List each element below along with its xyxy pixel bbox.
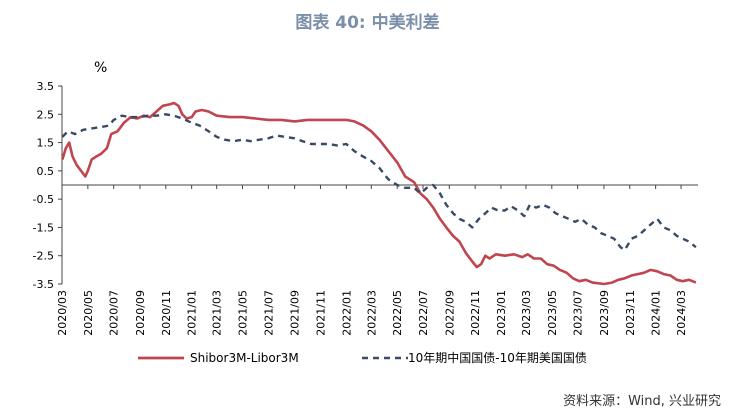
x-tick-label: 2021/05 [237, 290, 250, 336]
x-tick-label: 2024/01 [650, 290, 663, 336]
x-tick-label: 2020/07 [108, 290, 121, 336]
x-tick-label: 2022/01 [340, 290, 353, 336]
legend-label-0: Shibor3M-Libor3M [190, 351, 299, 365]
y-tick-label: 1.5 [37, 137, 55, 150]
y-tick-label: -2.5 [33, 250, 54, 263]
x-tick-label: 2024/03 [675, 290, 688, 336]
y-tick-label: 3.5 [37, 80, 55, 93]
x-tick-label: 2023/07 [572, 290, 585, 336]
legend: Shibor3M-Libor3M 10年期中国国债-10年期美国国债 [138, 350, 587, 365]
x-tick-label: 2021/11 [314, 290, 327, 336]
x-tick-label: 2022/03 [365, 290, 378, 336]
x-tick-label: 2022/09 [443, 290, 456, 336]
x-tick-label: 2020/11 [160, 290, 173, 336]
x-tick-label: 2020/09 [134, 290, 147, 336]
x-tick-label: 2023/03 [520, 290, 533, 336]
x-tick-label: 2022/07 [417, 290, 430, 336]
legend-label-1: 10年期中国国债-10年期美国国债 [408, 350, 587, 365]
unit-label: % [94, 60, 108, 76]
x-tick-label: 2023/05 [546, 290, 559, 336]
chart-title: 图表 40: 中美利差 [295, 13, 440, 33]
x-tick-label: 2023/01 [495, 290, 508, 336]
x-tick-label: 2021/07 [262, 290, 275, 336]
source-note: 资料来源：Wind, 兴业研究 [563, 394, 721, 409]
y-tick-label: 0.5 [37, 165, 55, 178]
x-tick-label: 2022/11 [469, 290, 482, 336]
x-tick-label: 2020/05 [82, 290, 95, 336]
x-tick-label: 2021/01 [186, 290, 199, 336]
series-line-0 [61, 101, 697, 286]
x-tick-label: 2021/09 [289, 290, 302, 336]
x-tick-label: 2020/03 [56, 290, 69, 336]
x-tick-label: 2023/09 [598, 290, 611, 336]
x-tick-label: 2022/05 [391, 290, 404, 336]
y-tick-label: -3.5 [33, 278, 54, 291]
series-line-1 [61, 113, 697, 252]
x-tick-label: 2021/03 [211, 290, 224, 336]
x-tick-label: 2023/11 [624, 290, 637, 336]
y-tick-label: -0.5 [33, 193, 54, 206]
y-tick-label: -1.5 [33, 221, 54, 234]
series-lines [61, 101, 697, 286]
y-tick-label: 2.5 [37, 108, 55, 121]
